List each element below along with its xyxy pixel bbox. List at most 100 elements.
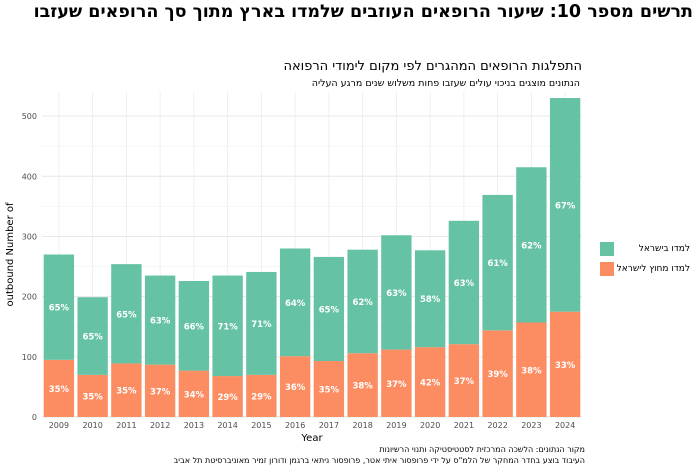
chart-title: התפלגות הרופאים המהגרים לפי מקום לימודי … [283,59,582,74]
bar-israel [347,249,378,354]
bar-label: 38% [521,366,542,376]
bar-label: 64% [285,299,306,309]
x-tick-label: 2014 [217,421,237,430]
x-tick-label: 2012 [150,421,170,430]
x-tick-label: 2021 [454,421,474,430]
bar-israel [313,256,345,362]
legend-label-abroad: למדו מחוץ לישראל [616,264,690,274]
bar-label: 38% [352,382,373,392]
bar-abroad [212,376,243,417]
bar-label: 35% [116,387,137,397]
bar-abroad [381,349,412,417]
x-tick-label: 2022 [487,421,507,430]
legend-swatch-israel [600,242,614,256]
x-tick-label: 2011 [116,421,136,430]
x-tick-label: 2023 [521,421,541,430]
bar-label: 66% [184,322,205,332]
legend-item-abroad: למדו מחוץ לישראל [600,262,690,278]
bar-label: 39% [487,370,508,380]
bar-label: 65% [116,310,137,320]
bar-label: 71% [251,320,272,330]
bar-label: 61% [487,259,508,269]
x-tick-label: 2018 [352,421,372,430]
bar-label: 63% [454,279,475,289]
x-tick-label: 2019 [386,421,406,430]
x-tick-label: 2009 [49,421,69,430]
bar-label: 63% [386,289,407,299]
bar-abroad [111,363,142,417]
bar-label: 65% [82,333,103,343]
bar-israel [77,297,108,375]
bar-israel [246,271,277,375]
x-tick-label: 2013 [184,421,204,430]
page-title: תרשים מספר 10: שיעור הרופאים העוזבים שלמ… [33,2,693,22]
legend-label-israel: למדו בישראל [638,244,690,254]
x-tick-label: 2016 [285,421,305,430]
legend-swatch-abroad [600,262,614,276]
bar-abroad [77,374,108,417]
bar-label: 37% [454,377,475,387]
bar-abroad [448,344,480,417]
bar-israel [516,167,547,323]
bar-abroad [347,353,378,417]
y-axis-title: outbound Number of [5,202,16,307]
source-caption: מקור הנתונים: הלשכה המרכזית לסטטיסטיקה ו… [379,445,585,454]
bar-label: 29% [251,392,272,402]
y-tick-label: 200 [22,293,37,302]
bar-abroad [144,364,176,417]
bar-label: 35% [49,385,70,395]
bar-israel [414,250,446,348]
bar-abroad [482,330,513,417]
bar-israel [549,98,581,312]
bar-abroad [279,356,311,417]
bar-label: 37% [150,387,171,397]
bar-israel [448,220,480,345]
bar-abroad [516,322,547,417]
y-tick-label: 0 [32,413,37,422]
x-tick-label: 2010 [82,421,102,430]
bar-abroad [178,370,210,417]
x-tick-label: 2020 [420,421,440,430]
bar-label: 58% [420,295,441,305]
y-tick-label: 400 [22,172,37,181]
chart-subtitle: הנתונים מוצגים בניכוי עולים שעזבו פחות מ… [311,78,580,89]
bar-abroad [414,347,446,417]
bar-israel [381,235,412,350]
bar-israel [482,194,513,331]
bar-label: 67% [555,201,576,211]
bar-label: 35% [82,392,103,402]
bar-israel [279,248,311,357]
bar-label: 29% [217,393,238,403]
y-tick-label: 500 [22,112,37,121]
bar-israel [111,264,142,364]
bar-abroad [549,311,581,417]
bar-israel [178,280,210,371]
bar-label: 37% [386,380,407,390]
bar-abroad [43,359,75,417]
bar-abroad [246,374,277,417]
bar-label: 63% [150,317,171,327]
y-tick-label: 100 [22,353,37,362]
bar-label: 34% [184,390,205,400]
bar-label: 65% [319,305,340,315]
bar-label: 62% [352,298,373,308]
bar-israel [212,275,243,377]
bar-label: 71% [217,322,238,332]
bar-label: 35% [319,386,340,396]
credit-caption: העיבוד בוצע בחדר המחקר של הלמ"ס על ידי פ… [173,456,585,465]
bar-israel [43,254,75,360]
x-tick-label: 2024 [555,421,575,430]
x-tick-label: 2017 [319,421,339,430]
bar-abroad [313,361,345,417]
bar-israel [144,275,176,365]
bar-label: 62% [521,241,542,251]
bar-label: 33% [555,361,576,371]
y-tick-label: 300 [22,232,37,241]
legend-item-israel: למדו בישראל [600,242,690,258]
x-axis-title: Year [300,433,323,444]
x-tick-label: 2015 [251,421,271,430]
bar-label: 36% [285,383,306,393]
bar-label: 65% [49,304,70,314]
bar-label: 42% [420,379,441,389]
